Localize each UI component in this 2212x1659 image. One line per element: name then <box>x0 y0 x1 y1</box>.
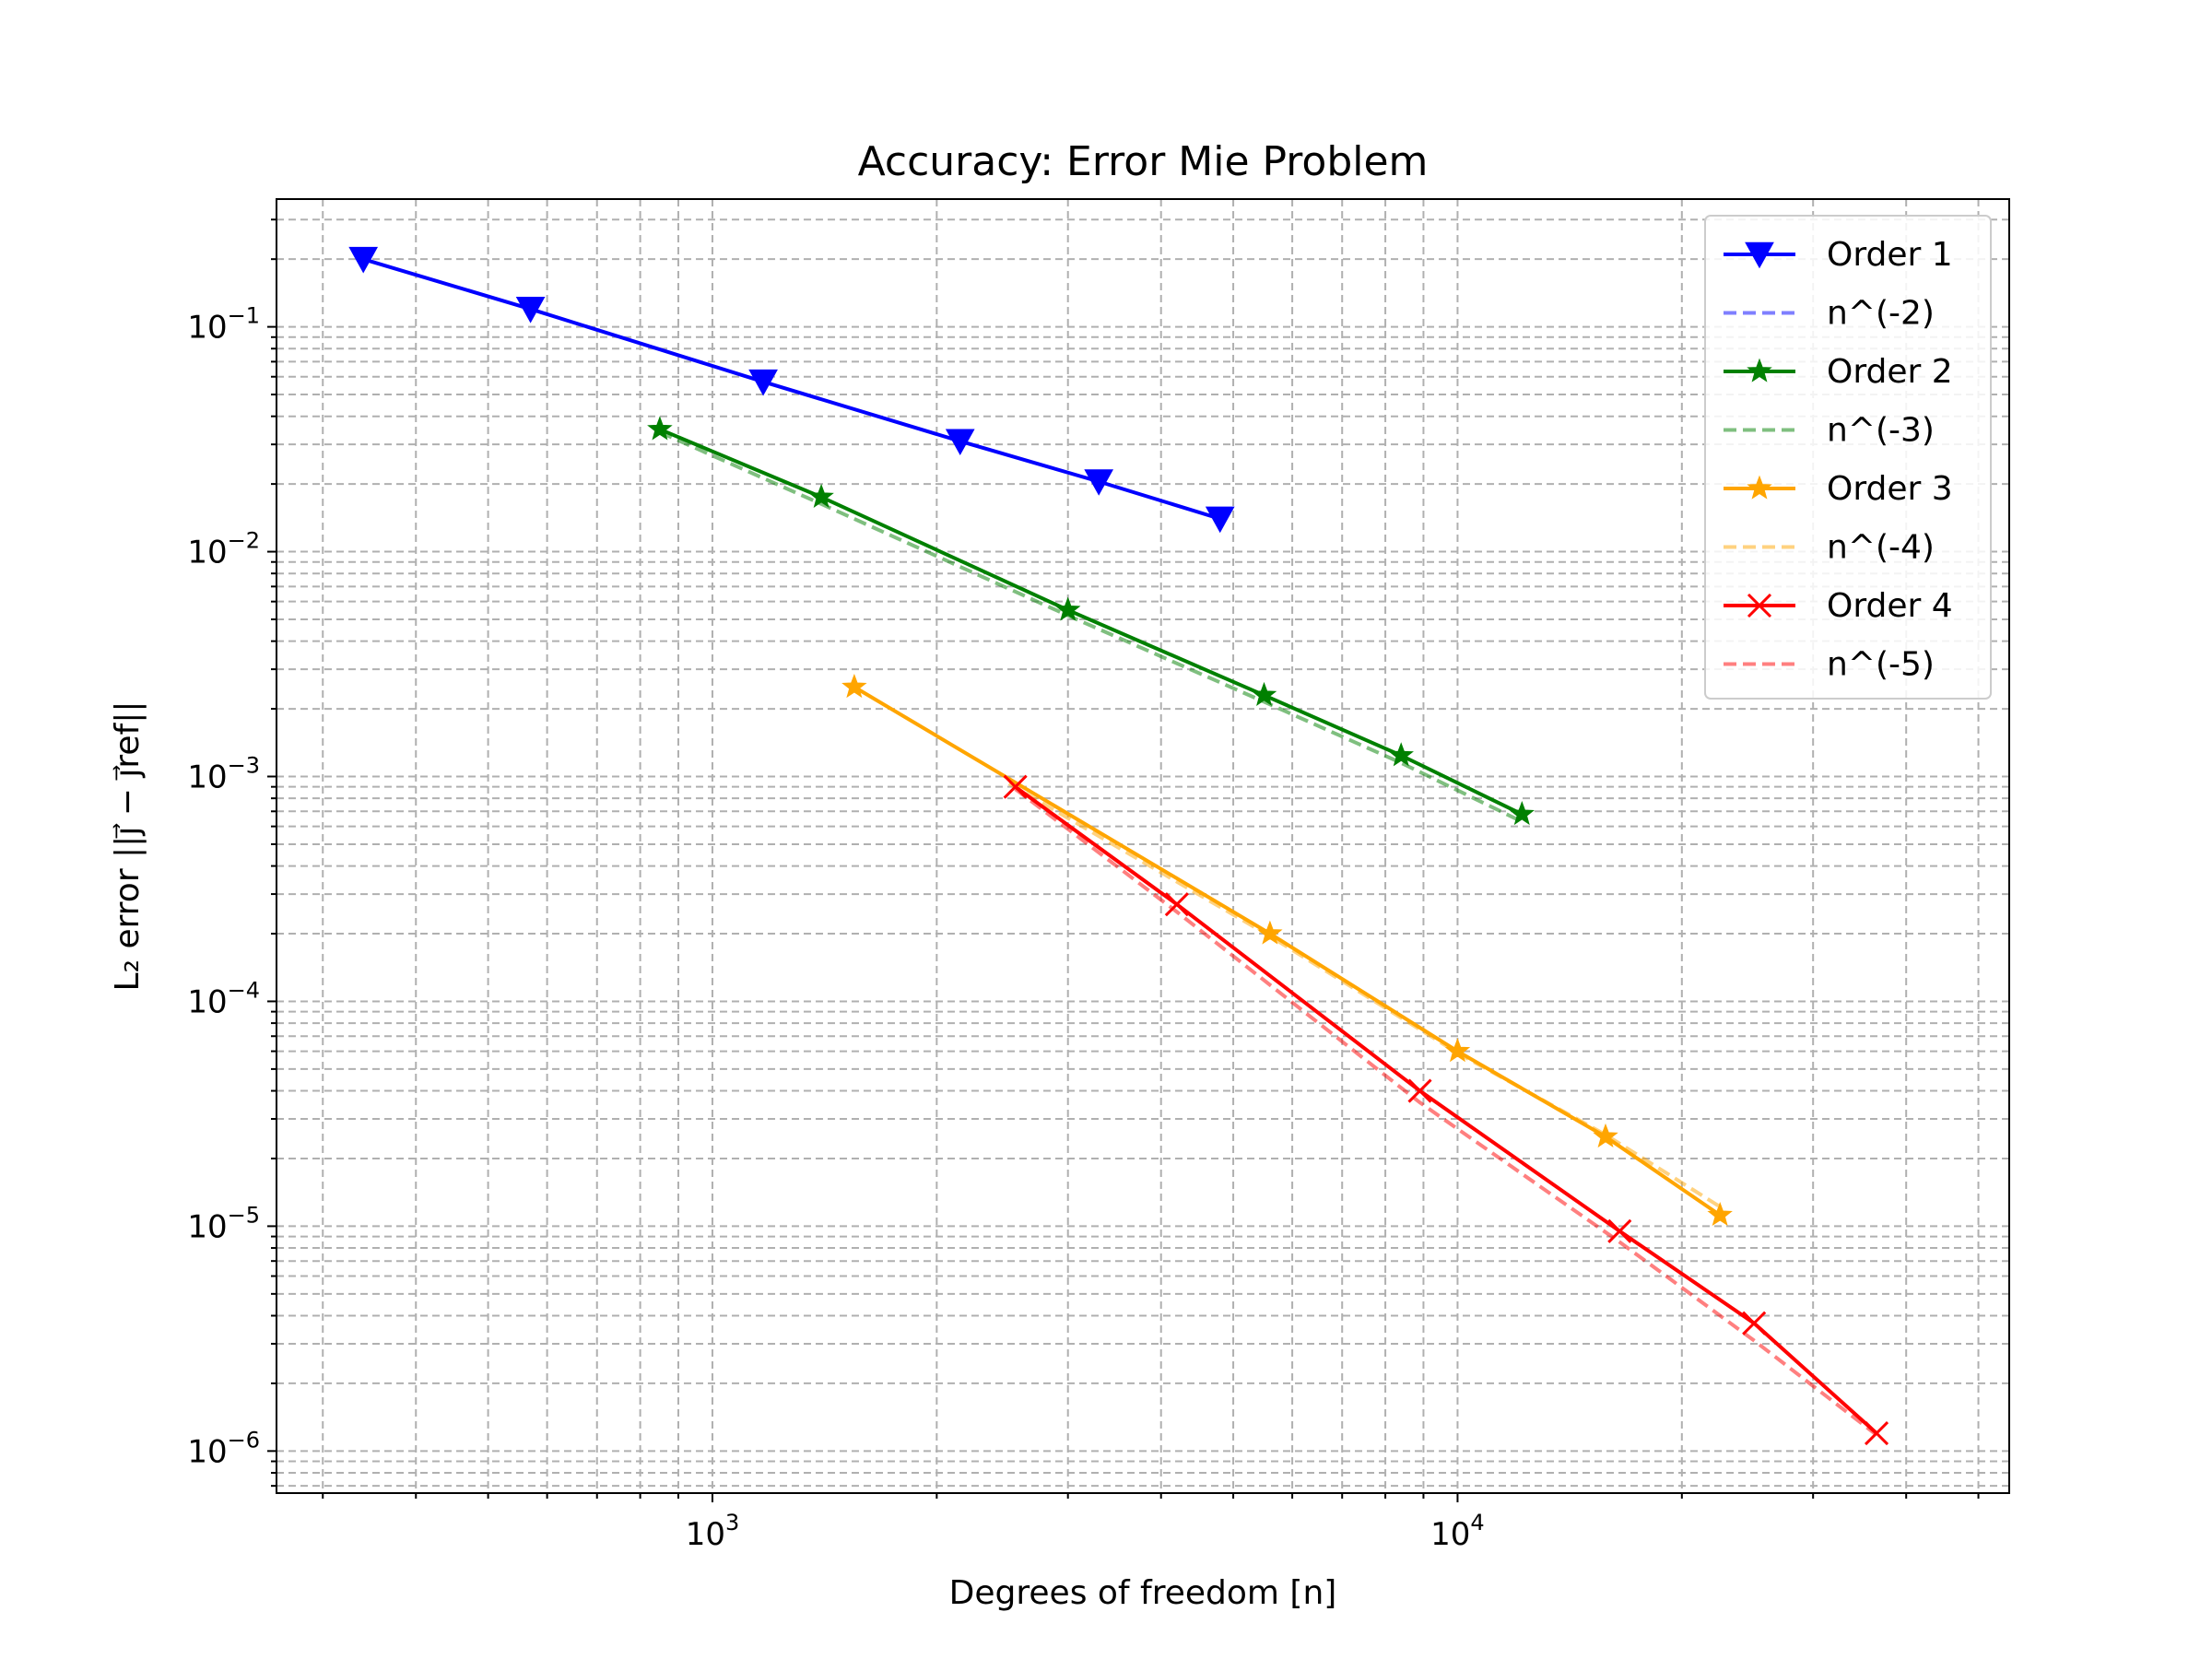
data-point <box>748 369 778 396</box>
series-order-3 <box>841 673 1733 1227</box>
chart-title: Accuracy: Error Mie Problem <box>858 138 1429 185</box>
data-point <box>1388 742 1414 767</box>
data-point <box>1084 469 1114 496</box>
data-point <box>1251 681 1277 706</box>
data-point <box>1407 1078 1432 1103</box>
legend-label: Order 1 <box>1827 236 1953 274</box>
series-line <box>362 257 1221 521</box>
data-point <box>1205 506 1235 534</box>
data-point <box>1509 800 1535 826</box>
series-order-2 <box>647 416 1535 826</box>
data-point <box>1444 1038 1471 1063</box>
y-tick-label-base: 10 <box>187 759 227 796</box>
y-tick-label-exponent: −1 <box>228 303 260 329</box>
legend-marker <box>1745 241 1774 269</box>
series-order-1 <box>348 246 1235 534</box>
data-point <box>1164 892 1189 917</box>
x-tick-label: 104 <box>1430 1510 1485 1553</box>
y-tick-label-exponent: −6 <box>228 1427 260 1453</box>
y-axis-title: L₂ error ||j⃗ − j⃗ref|| <box>109 701 147 992</box>
x-axis-title: Degrees of freedom [n] <box>949 1574 1337 1612</box>
legend-item: Order 4 <box>1724 587 1953 625</box>
y-tick-label-base: 10 <box>187 1208 227 1245</box>
legend-label: n^(-3) <box>1827 412 1935 450</box>
data-point <box>1003 774 1028 799</box>
legend-item: Order 2 <box>1724 353 1953 391</box>
legend-item: n^(-5) <box>1724 646 1935 684</box>
series-order-4 <box>1003 774 1889 1446</box>
legend-item: n^(-3) <box>1724 412 1935 450</box>
legend-item: Order 1 <box>1724 236 1953 274</box>
y-tick-label: 10−6 <box>187 1427 260 1470</box>
data-point <box>808 483 834 508</box>
data-point <box>515 297 546 324</box>
data-point <box>1593 1123 1618 1148</box>
data-point <box>1054 596 1081 621</box>
legend-item: n^(-4) <box>1724 529 1935 567</box>
legend-label: Order 2 <box>1827 353 1953 391</box>
y-tick-label-exponent: −5 <box>228 1202 260 1228</box>
data-point <box>1742 1311 1767 1335</box>
data-point <box>1257 920 1283 945</box>
grid <box>276 199 2009 1493</box>
series-line <box>1014 785 1878 1435</box>
plot-series <box>348 246 1889 1446</box>
data-point <box>348 246 379 274</box>
plot-frame <box>276 198 2010 1494</box>
legend-label: Order 4 <box>1827 587 1953 625</box>
y-tick-label-base: 10 <box>187 983 227 1020</box>
legend-marker <box>1747 475 1772 500</box>
y-tick-label-exponent: −2 <box>228 528 260 554</box>
y-tick-label-exponent: −4 <box>228 977 260 1003</box>
data-point <box>841 673 867 699</box>
data-point <box>945 429 975 455</box>
legend-label: n^(-2) <box>1827 295 1935 333</box>
legend-marker <box>1747 358 1772 382</box>
legend: Order 1 n^(-2) Order 2 n^(-3) Order 3 n^(-4) O… <box>1704 215 1992 700</box>
x-tick-label-exponent: 3 <box>725 1510 739 1535</box>
x-tick-label-exponent: 4 <box>1470 1510 1484 1535</box>
data-point <box>1707 1201 1733 1227</box>
y-tick-label-exponent: −3 <box>228 753 260 779</box>
y-tick-label: 10−5 <box>187 1202 260 1245</box>
legend-label: n^(-4) <box>1827 529 1935 567</box>
y-tick-label: 10−2 <box>187 528 260 571</box>
data-point <box>647 416 673 441</box>
series-line <box>659 427 1524 817</box>
data-point <box>1864 1420 1889 1446</box>
x-tick-label-base: 10 <box>686 1516 725 1553</box>
y-tick-label-base: 10 <box>187 310 227 347</box>
legend-box <box>1704 215 1992 700</box>
x-tick-label: 103 <box>686 1510 740 1553</box>
y-tick-label: 10−3 <box>187 753 260 796</box>
legend-item: n^(-2) <box>1724 295 1935 333</box>
legend-marker <box>1747 593 1772 618</box>
y-tick-label: 10−4 <box>187 977 260 1020</box>
series-n-3- <box>659 430 1524 824</box>
legend-label: Order 3 <box>1827 470 1953 508</box>
data-point <box>1607 1218 1632 1243</box>
legend-item: Order 3 <box>1724 470 1953 508</box>
reference-line <box>659 430 1524 824</box>
y-tick-label-base: 10 <box>187 535 227 571</box>
y-tick-label: 10−1 <box>187 303 260 347</box>
x-tick-label-base: 10 <box>1430 1516 1470 1553</box>
legend-label: n^(-5) <box>1827 646 1935 684</box>
y-tick-label-base: 10 <box>187 1433 227 1470</box>
